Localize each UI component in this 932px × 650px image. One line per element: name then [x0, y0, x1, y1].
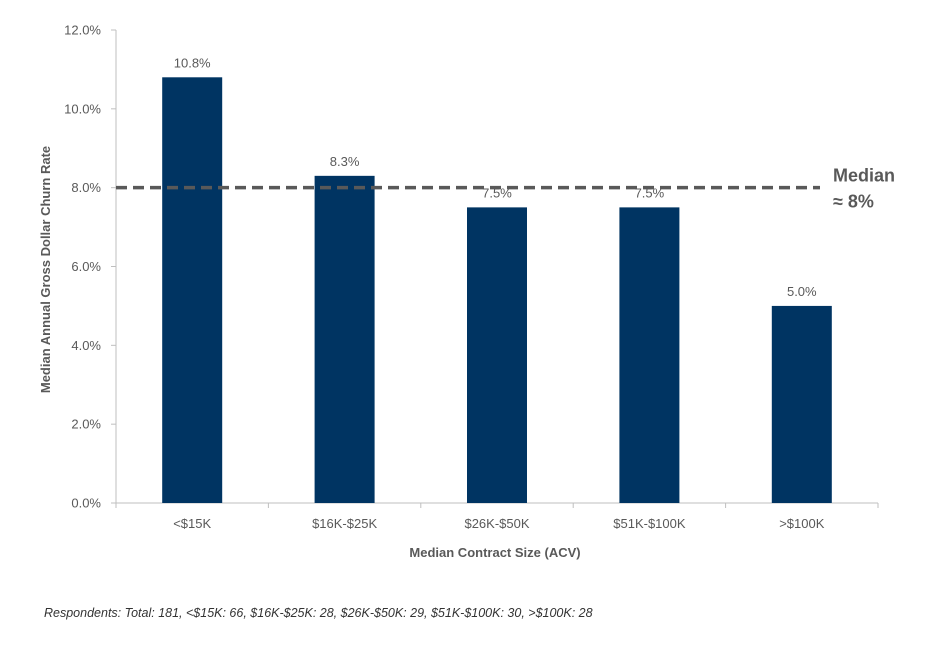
bar	[467, 207, 527, 503]
y-tick-label: 10.0%	[64, 101, 101, 116]
median-value-label: ≈ 8%	[833, 192, 874, 212]
y-tick-label: 2.0%	[71, 417, 101, 432]
respondents-footnote: Respondents: Total: 181, <$15K: 66, $16K…	[44, 606, 593, 620]
y-tick-label: 8.0%	[71, 180, 101, 195]
data-label: 5.0%	[787, 284, 817, 299]
x-tick-label: >$100K	[779, 516, 825, 531]
y-axis-title: Median Annual Gross Dollar Churn Rate	[38, 146, 53, 393]
bar	[771, 305, 832, 503]
data-label: 8.3%	[330, 154, 360, 169]
bar	[162, 77, 223, 504]
y-tick-label: 6.0%	[71, 259, 101, 274]
y-tick-label: 4.0%	[71, 338, 101, 353]
bar	[314, 175, 375, 503]
x-tick-label: $26K-$50K	[464, 516, 529, 531]
median-label: Median	[833, 166, 895, 186]
y-tick-label: 0.0%	[71, 496, 101, 511]
data-label: 7.5%	[482, 185, 512, 200]
y-tick-label: 12.0%	[64, 23, 101, 38]
bar-chart: 0.0% 2.0% 4.0% 6.0% 8.0% 10.0% 12.0% <$15K $16K…	[38, 23, 895, 561]
x-tick-label: $51K-$100K	[613, 516, 686, 531]
x-axis-title: Median Contract Size (ACV)	[409, 545, 580, 560]
bar-series	[162, 77, 832, 504]
x-axis: <$15K $16K-$25K $26K-$50K $51K-$100K >$100K	[115, 502, 879, 531]
x-tick-label: <$15K	[173, 516, 211, 531]
x-tick-label: $16K-$25K	[312, 516, 377, 531]
bar	[619, 207, 680, 503]
data-labels: 10.8% 8.3% 7.5% 7.5% 5.0%	[174, 55, 817, 299]
data-label: 10.8%	[174, 55, 211, 70]
y-axis: 0.0% 2.0% 4.0% 6.0% 8.0% 10.0% 12.0%	[64, 23, 117, 511]
data-label: 7.5%	[635, 185, 665, 200]
